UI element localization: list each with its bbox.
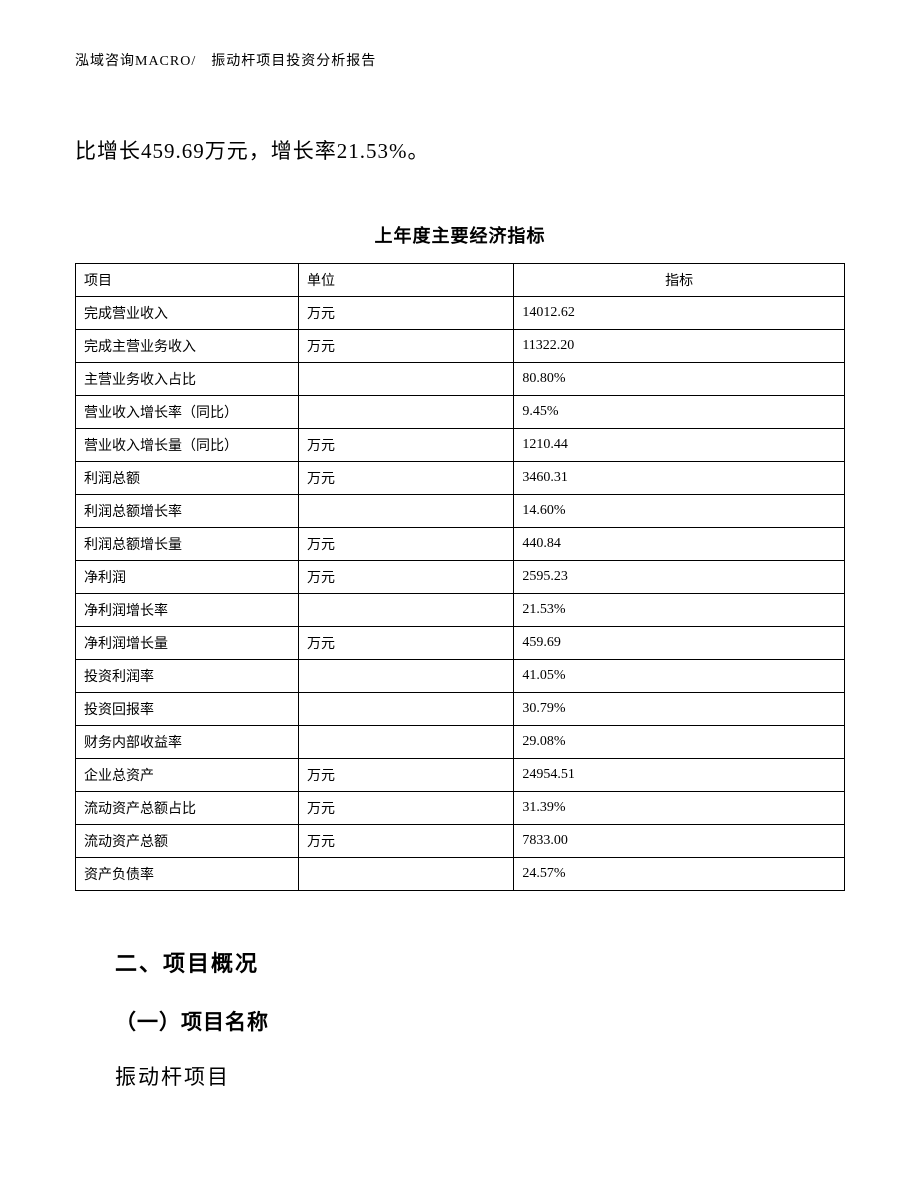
intro-paragraph: 比增长459.69万元，增长率21.53%。	[75, 130, 845, 172]
table-cell: 11322.20	[514, 330, 845, 363]
table-row: 财务内部收益率 29.08%	[76, 726, 845, 759]
table-cell: 30.79%	[514, 693, 845, 726]
table-row: 流动资产总额万元7833.00	[76, 825, 845, 858]
table-cell: 利润总额增长量	[76, 528, 299, 561]
table-cell: 41.05%	[514, 660, 845, 693]
table-row: 完成营业收入万元14012.62	[76, 297, 845, 330]
table-cell: 24.57%	[514, 858, 845, 891]
table-cell	[299, 594, 514, 627]
table-cell: 营业收入增长率（同比）	[76, 396, 299, 429]
section-heading: 二、项目概况	[75, 946, 845, 978]
table-cell: 24954.51	[514, 759, 845, 792]
table-header-row: 项目 单位 指标	[76, 264, 845, 297]
table-row: 投资利润率 41.05%	[76, 660, 845, 693]
table-cell: 投资回报率	[76, 693, 299, 726]
table-cell: 21.53%	[514, 594, 845, 627]
table-cell	[299, 363, 514, 396]
table-cell: 营业收入增长量（同比）	[76, 429, 299, 462]
table-cell: 14012.62	[514, 297, 845, 330]
table-cell: 80.80%	[514, 363, 845, 396]
table-cell: 万元	[299, 462, 514, 495]
table-cell: 31.39%	[514, 792, 845, 825]
table-row: 净利润增长率 21.53%	[76, 594, 845, 627]
col-header-value: 指标	[514, 264, 845, 297]
table-cell	[299, 396, 514, 429]
table-cell: 万元	[299, 825, 514, 858]
table-cell: 主营业务收入占比	[76, 363, 299, 396]
table-cell: 万元	[299, 528, 514, 561]
table-cell	[299, 660, 514, 693]
table-cell	[299, 495, 514, 528]
table-cell: 万元	[299, 429, 514, 462]
table-cell: 净利润增长率	[76, 594, 299, 627]
body-text: 振动杆项目	[75, 1061, 845, 1091]
col-header-item: 项目	[76, 264, 299, 297]
table-row: 主营业务收入占比 80.80%	[76, 363, 845, 396]
table-cell: 万元	[299, 792, 514, 825]
table-row: 利润总额增长率 14.60%	[76, 495, 845, 528]
table-row: 投资回报率 30.79%	[76, 693, 845, 726]
subsection-heading: （一）项目名称	[75, 1006, 845, 1036]
table-cell: 流动资产总额占比	[76, 792, 299, 825]
table-title: 上年度主要经济指标	[75, 222, 845, 248]
table-cell: 完成主营业务收入	[76, 330, 299, 363]
table-cell	[299, 693, 514, 726]
table-cell: 企业总资产	[76, 759, 299, 792]
table-cell: 14.60%	[514, 495, 845, 528]
table-row: 净利润增长量万元459.69	[76, 627, 845, 660]
table-cell: 万元	[299, 759, 514, 792]
table-cell	[299, 858, 514, 891]
table-row: 利润总额万元3460.31	[76, 462, 845, 495]
table-cell: 净利润增长量	[76, 627, 299, 660]
table-cell: 利润总额	[76, 462, 299, 495]
page-header: 泓域咨询MACRO/ 振动杆项目投资分析报告	[75, 50, 845, 70]
table-cell: 完成营业收入	[76, 297, 299, 330]
table-cell: 1210.44	[514, 429, 845, 462]
table-cell: 3460.31	[514, 462, 845, 495]
table-cell: 2595.23	[514, 561, 845, 594]
table-cell: 利润总额增长率	[76, 495, 299, 528]
table-cell: 万元	[299, 297, 514, 330]
table-row: 营业收入增长率（同比） 9.45%	[76, 396, 845, 429]
table-row: 营业收入增长量（同比）万元1210.44	[76, 429, 845, 462]
table-cell: 流动资产总额	[76, 825, 299, 858]
table-row: 企业总资产万元24954.51	[76, 759, 845, 792]
table-row: 完成主营业务收入万元11322.20	[76, 330, 845, 363]
table-cell: 万元	[299, 561, 514, 594]
table-cell: 万元	[299, 330, 514, 363]
table-cell: 万元	[299, 627, 514, 660]
col-header-unit: 单位	[299, 264, 514, 297]
economic-indicators-table: 项目 单位 指标 完成营业收入万元14012.62完成主营业务收入万元11322…	[75, 263, 845, 891]
table-cell: 9.45%	[514, 396, 845, 429]
table-row: 流动资产总额占比万元31.39%	[76, 792, 845, 825]
table-row: 净利润万元2595.23	[76, 561, 845, 594]
table-cell: 459.69	[514, 627, 845, 660]
table-cell: 投资利润率	[76, 660, 299, 693]
table-cell	[299, 726, 514, 759]
table-cell: 资产负债率	[76, 858, 299, 891]
table-cell: 29.08%	[514, 726, 845, 759]
table-cell: 净利润	[76, 561, 299, 594]
table-cell: 440.84	[514, 528, 845, 561]
table-row: 利润总额增长量万元440.84	[76, 528, 845, 561]
table-cell: 7833.00	[514, 825, 845, 858]
table-row: 资产负债率 24.57%	[76, 858, 845, 891]
table-cell: 财务内部收益率	[76, 726, 299, 759]
